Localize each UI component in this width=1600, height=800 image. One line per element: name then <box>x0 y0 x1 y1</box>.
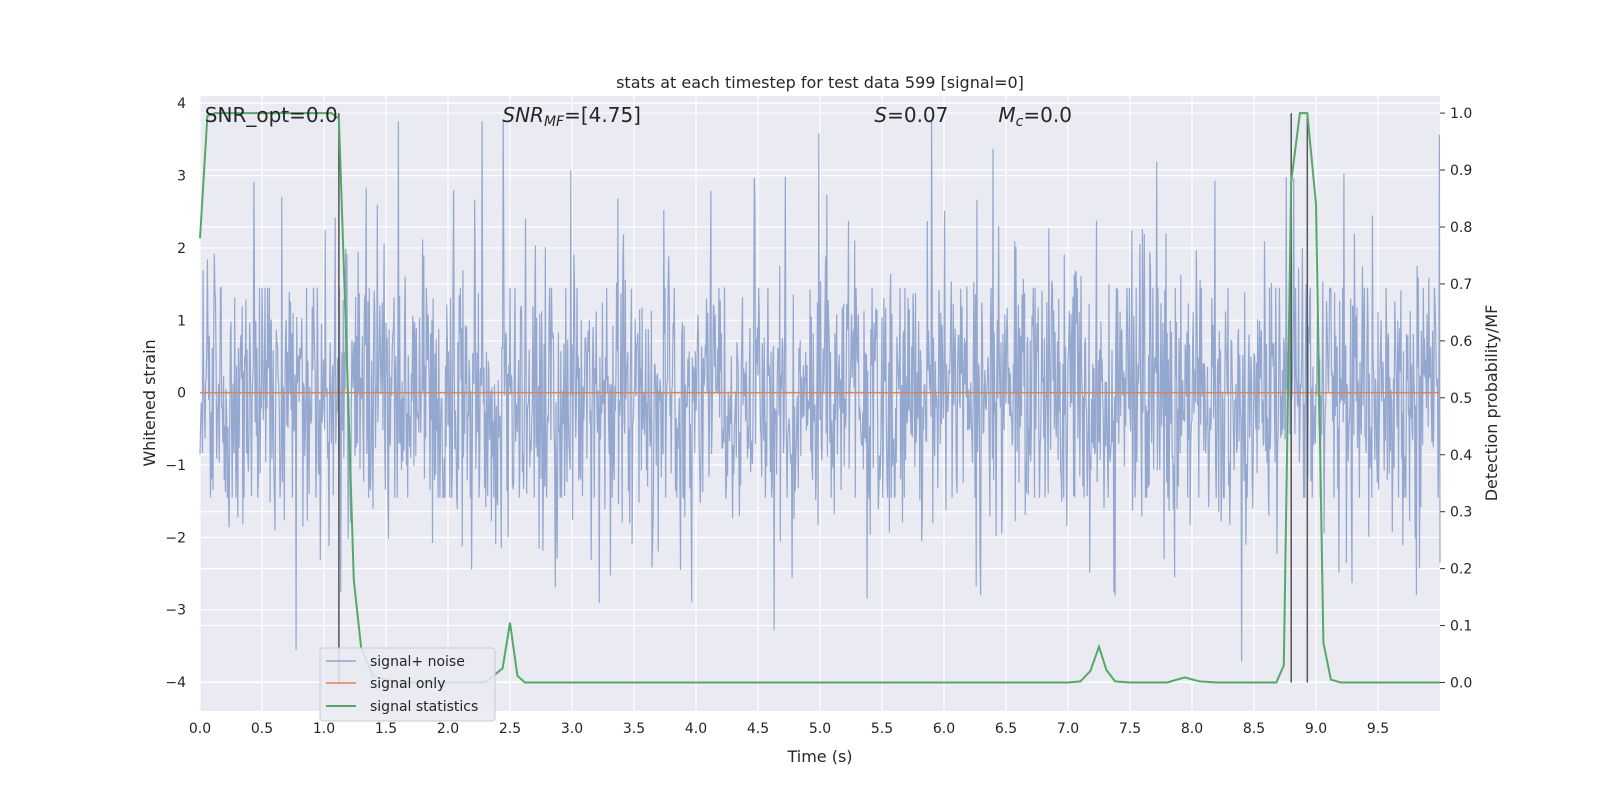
x-tick-label: 4.0 <box>685 721 707 737</box>
x-tick-label: 2.5 <box>499 721 521 737</box>
legend-label-signal-only: signal only <box>370 676 445 692</box>
y-right-tick-label: 0.4 <box>1450 448 1472 464</box>
y-axis-right-label: Detection probability/MF <box>1482 305 1501 502</box>
x-tick-label: 0.0 <box>189 721 211 737</box>
y-left-tick-label: −2 <box>165 530 186 546</box>
y-left-tick-label: 4 <box>177 96 186 112</box>
y-right-tick-label: 1.0 <box>1450 106 1472 122</box>
x-tick-label: 8.0 <box>1181 721 1203 737</box>
legend: signal+ noise signal only signal statist… <box>319 647 496 722</box>
x-tick-label: 1.5 <box>375 721 397 737</box>
x-tick-label: 6.0 <box>933 721 955 737</box>
legend-box <box>319 647 496 722</box>
legend-label-signal-statistics: signal statistics <box>370 699 478 715</box>
legend-label-signal-noise: signal+ noise <box>370 654 465 670</box>
annotation-mc: Mc=0.0 <box>998 103 1072 130</box>
x-tick-label: 7.0 <box>1057 721 1079 737</box>
x-tick-label: 1.0 <box>313 721 335 737</box>
x-tick-label: 3.5 <box>623 721 645 737</box>
y-right-tick-label: 0.0 <box>1450 676 1472 692</box>
y-left-tick-label: −3 <box>165 603 186 619</box>
x-tick-label: 8.5 <box>1243 721 1265 737</box>
x-tick-label: 2.0 <box>437 721 459 737</box>
series-signal-statistics <box>199 112 1440 684</box>
annotation-s-stat: S=0.07 <box>874 103 948 127</box>
x-tick-label: 9.0 <box>1305 721 1327 737</box>
y-right-tick-label: 0.9 <box>1450 163 1472 179</box>
x-axis-label: Time (s) <box>786 747 852 766</box>
x-tick-label: 3.0 <box>561 721 583 737</box>
y-right-tick-label: 0.2 <box>1450 562 1472 578</box>
annotation-snr-opt: SNR_opt=0.0 <box>205 103 338 127</box>
y-right-tick-label: 0.1 <box>1450 619 1472 635</box>
noise-trace <box>199 121 1441 662</box>
annotation-snr-mf: SNRMF=[4.75] <box>502 103 641 130</box>
chart-title: stats at each timestep for test data 599… <box>616 73 1024 92</box>
x-tick-label: 6.5 <box>995 721 1017 737</box>
series-signal-noise <box>199 121 1441 662</box>
y-axis-left-label: Whitened strain <box>140 339 159 466</box>
y-right-tick-label: 0.6 <box>1450 334 1472 350</box>
y-right-tick-label: 0.5 <box>1450 391 1472 407</box>
x-tick-label: 9.5 <box>1367 721 1389 737</box>
x-tick-label: 0.5 <box>251 721 273 737</box>
x-tick-label: 5.5 <box>871 721 893 737</box>
y-left-tick-label: 2 <box>177 241 186 257</box>
annotations: SNR_opt=0.0 SNRMF=[4.75] S=0.07 Mc=0.0 <box>205 103 1072 130</box>
ticks: 0.0 0.5 1.0 1.5 2.0 2.5 3.0 3.5 4.0 4.5 5.0 5.5 6.0 6… <box>165 96 1472 737</box>
y-right-tick-label: 0.3 <box>1450 505 1472 521</box>
y-left-tick-label: 3 <box>177 169 186 185</box>
x-tick-label: 7.5 <box>1119 721 1141 737</box>
y-right-tick-label: 0.8 <box>1450 220 1472 236</box>
y-left-tick-label: 0 <box>177 386 186 402</box>
x-tick-label: 5.0 <box>809 721 831 737</box>
y-left-tick-label: −1 <box>165 458 186 474</box>
y-left-tick-label: −4 <box>165 675 186 691</box>
x-tick-label: 4.5 <box>747 721 769 737</box>
y-left-tick-label: 1 <box>177 313 186 329</box>
y-right-tick-label: 0.7 <box>1450 277 1472 293</box>
